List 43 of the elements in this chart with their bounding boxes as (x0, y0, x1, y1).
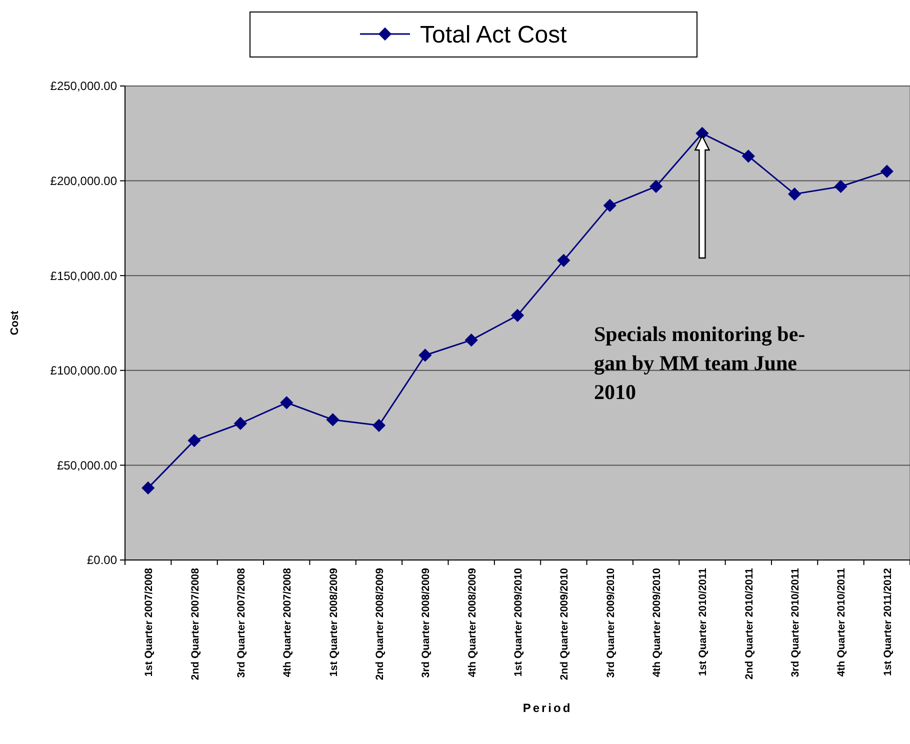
x-tick-label: 4th Quarter 2010/2011 (836, 568, 848, 677)
point (142, 481, 155, 495)
point (834, 180, 848, 194)
point (788, 188, 802, 201)
x-tick-label: 4th Quarter 2009/2010 (651, 568, 664, 678)
point (557, 254, 570, 267)
y-tick-label: £150,000.00 (50, 268, 118, 283)
x-tick-label: 3rd Quarter 2008/2009 (420, 568, 432, 678)
y-tick-label: £0.00 (86, 553, 118, 568)
x-tick-label: 1st Quarter 2007/2008 (143, 568, 156, 677)
point (742, 150, 755, 163)
point (510, 308, 524, 322)
point (280, 396, 294, 410)
x-tick-label: 3rd Quarter 2010/2011 (790, 568, 802, 678)
point (326, 413, 340, 426)
point (649, 180, 663, 194)
x-tick-label: 2nd Quarter 2007/2008 (189, 568, 202, 680)
point (234, 416, 248, 430)
x-tick-label: 2nd Quarter 2009/2010 (558, 568, 571, 680)
point (880, 164, 894, 178)
y-tick-label: £200,000.00 (50, 174, 118, 188)
annotation: Specials monitoring be- gan by MM team June 2010 (594, 322, 806, 404)
x-tick-label: 1st Quarter 2010/2011 (697, 568, 710, 676)
y-tick-label: £250,000.00 (50, 79, 118, 94)
x-tick-label: 1st Quarter 2011/2012 (882, 568, 894, 676)
x-axis-title: Period (522, 701, 572, 715)
y-axis-title: Cost (9, 310, 21, 336)
point (603, 198, 616, 212)
x-tick-label: 4th Quarter 2007/2008 (282, 568, 294, 678)
y-tick-label: £100,000.00 (50, 364, 118, 378)
x-tick-label: 2nd Quarter 2008/2009 (374, 568, 386, 680)
x-tick-label: 1st Quarter 2009/2010 (512, 568, 524, 677)
point (418, 348, 432, 362)
point (372, 418, 386, 432)
point (464, 333, 478, 347)
x-tick-label: 3rd Quarter 2009/2010 (604, 568, 617, 678)
y-tick-label: £50,000.00 (56, 458, 118, 472)
legend-label: Total Act Cost (420, 21, 568, 48)
x-tick-label: 1st Quarter 2008/2009 (328, 568, 340, 677)
point (188, 434, 201, 448)
x-tick-label: 2nd Quarter 2010/2011 (743, 568, 756, 680)
x-tick-label: 3rd Quarter 2007/2008 (235, 568, 248, 678)
x-tick-label: 4th Quarter 2008/2009 (466, 568, 478, 678)
